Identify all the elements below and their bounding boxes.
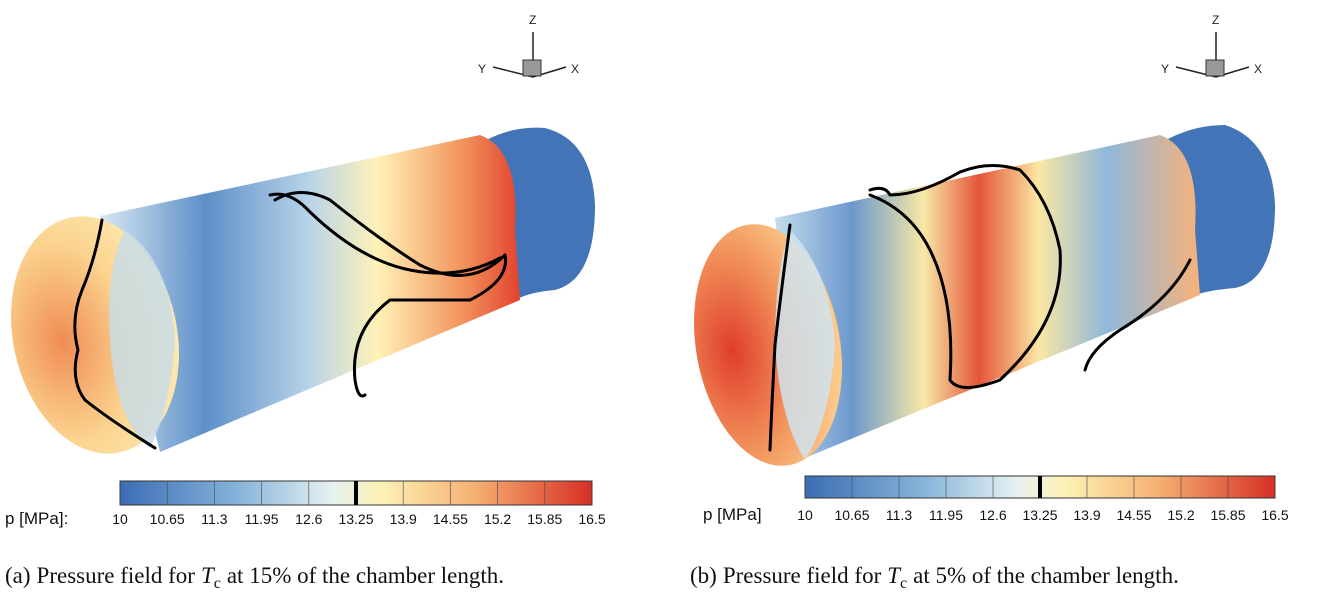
colorbar-tick-label: 13.25: [338, 511, 373, 527]
colorbar-tick-label: 10: [797, 507, 813, 523]
colorbar-tick-label: 14.55: [433, 511, 468, 527]
colorbar-tick-label: 16.5: [1261, 507, 1288, 523]
triad-x-label: X: [1254, 62, 1262, 76]
render-a: [0, 128, 595, 470]
axis-triad: Z Y X: [478, 13, 579, 77]
colorbar-tick-label: 11.95: [929, 507, 963, 523]
colorbar-label: p [MPa]:: [5, 509, 68, 528]
triad-cube: [1206, 60, 1224, 76]
colorbar-tick-label: 15.85: [1210, 507, 1245, 523]
caption-before: Pressure field for: [723, 563, 882, 588]
colorbar-tick-label: 11.3: [201, 511, 227, 527]
triad-x-label: X: [571, 62, 579, 76]
triad-y-label: Y: [1161, 62, 1169, 76]
colorbar-tick-label: 16.5: [578, 511, 605, 527]
colorbar-tick-label: 12.6: [979, 507, 1006, 523]
caption-subscript: c: [900, 575, 907, 592]
colorbar-tick-label: 15.2: [484, 511, 511, 527]
colorbar-tick-label: 10: [112, 511, 128, 527]
triad-cube: [523, 60, 541, 76]
colorbar-tick-label: 15.85: [527, 511, 562, 527]
colorbar-tick-label: 13.25: [1022, 507, 1057, 523]
axis-triad: Z Y X: [1161, 13, 1262, 77]
render-b: [676, 125, 1275, 478]
caption-tag: (a): [5, 563, 31, 588]
colorbar-tick-label: 10.65: [834, 507, 869, 523]
caption-after: at 15% of the chamber length.: [227, 563, 504, 588]
triad-z-label: Z: [1212, 13, 1219, 27]
caption-before: Pressure field for: [37, 563, 196, 588]
caption-subscript: c: [214, 575, 221, 592]
colorbar-tick-label: 13.9: [1073, 507, 1100, 523]
colorbar-tick-label: 14.55: [1116, 507, 1151, 523]
colorbar-label: p [MPa]: [703, 505, 762, 524]
colorbar-tick-label: 11.95: [245, 511, 279, 527]
figure: Z Y Xp [MPa]: 10 10.65 11.3 11.95 12.6 13.25 13.9…: [0, 0, 1318, 595]
colorbar-tick-label: 12.6: [295, 511, 322, 527]
colorbar-tick-label: 10.65: [150, 511, 185, 527]
triad-z-label: Z: [529, 13, 536, 27]
colorbar-tick-label: 11.3: [886, 507, 912, 523]
caption-tag: (b): [690, 563, 717, 588]
caption-after: at 5% of the chamber length.: [913, 563, 1179, 588]
colorbar-tick-label: 15.2: [1167, 507, 1194, 523]
triad-y-label: Y: [478, 62, 486, 76]
colorbar-tick-label: 13.9: [390, 511, 417, 527]
